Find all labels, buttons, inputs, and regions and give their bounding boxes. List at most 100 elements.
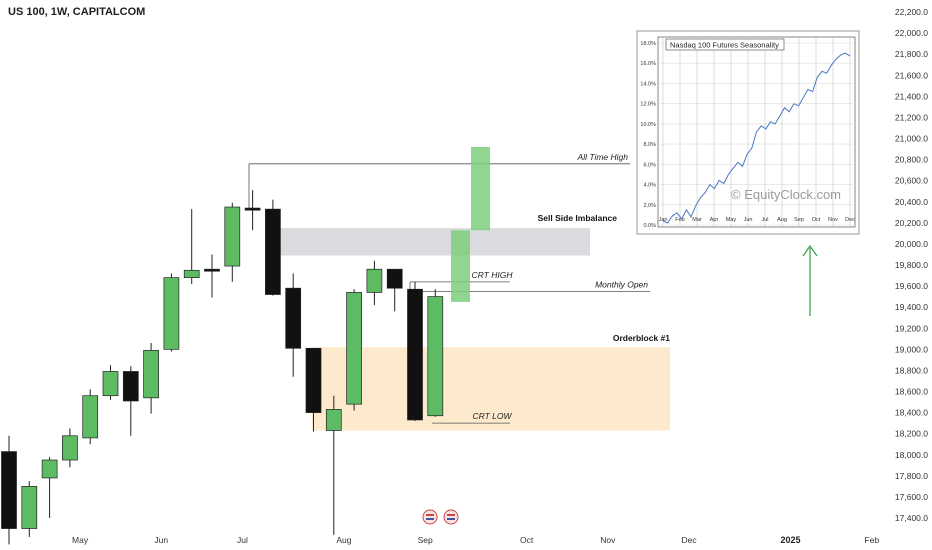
candle[interactable] (41, 459, 58, 479)
x-tick-label: May (72, 535, 89, 545)
y-tick-label: 18,600.0 (895, 387, 928, 397)
us-flag-event-icon[interactable] (443, 509, 459, 525)
x-tick-label: Jul (237, 535, 248, 545)
candle[interactable] (285, 287, 302, 349)
y-tick-label: 22,000.0 (895, 28, 928, 38)
inset-y-label: 6.0% (643, 162, 656, 168)
inset-x-label: Dec (845, 217, 855, 223)
flag-stripe (426, 518, 434, 520)
projection-candle (471, 146, 490, 231)
candle[interactable] (82, 395, 99, 439)
candle[interactable] (244, 207, 261, 211)
flag-stripe (426, 514, 434, 516)
candle[interactable] (204, 268, 220, 272)
x-tick-label: Jun (154, 535, 168, 545)
inset-y-label: 0.0% (643, 223, 656, 229)
candle[interactable] (366, 268, 383, 293)
candle[interactable] (386, 268, 403, 289)
candle[interactable] (122, 371, 139, 402)
x-tick-label: 2025 (781, 535, 801, 545)
inset-x-label: Apr (710, 217, 719, 223)
inset-y-label: 4.0% (643, 183, 656, 189)
candle[interactable] (427, 296, 444, 417)
inset-x-label: Oct (812, 217, 821, 223)
y-tick-label: 18,800.0 (895, 365, 928, 375)
inset-x-label: Nov (828, 217, 838, 223)
inset-x-label: Jan (659, 217, 668, 223)
y-tick-label: 21,600.0 (895, 70, 928, 80)
y-tick-label: 17,800.0 (895, 471, 928, 481)
candle[interactable] (407, 288, 423, 421)
zone-sell-side-imbalance (278, 228, 590, 256)
y-tick-label: 18,000.0 (895, 450, 928, 460)
y-tick-label: 17,600.0 (895, 492, 928, 502)
inset-x-label: Aug (777, 217, 787, 223)
candle[interactable] (265, 208, 281, 295)
y-tick-label: 22,200.0 (895, 7, 928, 17)
inset-x-label: Sep (794, 217, 804, 223)
label-crt-high: CRT HIGH (472, 270, 514, 280)
candle[interactable] (183, 269, 200, 279)
candle[interactable] (224, 206, 241, 267)
label-orderblock-1: Orderblock #1 (613, 333, 670, 343)
candle[interactable] (1, 451, 17, 529)
chart-title: US 100, 1W, CAPITALCOM (8, 6, 146, 18)
y-tick-label: 18,200.0 (895, 429, 928, 439)
inset-y-label: 8.0% (643, 142, 656, 148)
y-tick-label: 19,200.0 (895, 323, 928, 333)
candle[interactable] (163, 277, 180, 350)
y-tick-label: 20,800.0 (895, 155, 928, 165)
us-flag-event-icon[interactable] (422, 509, 438, 525)
label-sell-side-imbalance: Sell Side Imbalance (538, 213, 618, 223)
flag-stripe (447, 514, 455, 516)
inset-x-label: Feb (675, 217, 684, 223)
y-tick-label: 20,600.0 (895, 176, 928, 186)
inset-y-label: 12.0% (640, 102, 656, 108)
y-tick-label: 21,000.0 (895, 134, 928, 144)
candle[interactable] (305, 347, 322, 413)
x-tick-label: Oct (520, 535, 534, 545)
candle[interactable] (325, 409, 342, 431)
y-tick-label: 17,400.0 (895, 513, 928, 523)
y-tick-label: 19,400.0 (895, 302, 928, 312)
inset-y-label: 18.0% (640, 41, 656, 47)
y-tick-label: 19,000.0 (895, 344, 928, 354)
inset-watermark: © EquityClock.com (731, 187, 841, 202)
y-tick-label: 20,400.0 (895, 197, 928, 207)
y-tick-label: 20,000.0 (895, 239, 928, 249)
inset-y-label: 10.0% (640, 122, 656, 128)
inset-y-label: 16.0% (640, 61, 656, 67)
y-tick-label: 21,400.0 (895, 91, 928, 101)
y-tick-label: 20,200.0 (895, 218, 928, 228)
inset-seasonality-line (662, 52, 851, 224)
y-tick-label: 21,800.0 (895, 49, 928, 59)
candle[interactable] (346, 292, 362, 405)
x-tick-label: Dec (681, 535, 697, 545)
inset-x-label: May (726, 217, 737, 223)
inset-x-label: Jul (761, 217, 768, 223)
x-tick-label: Nov (600, 535, 616, 545)
inset-x-label: Mar (692, 217, 702, 223)
label-crt-low: CRT LOW (472, 411, 512, 421)
candle[interactable] (102, 371, 119, 397)
x-tick-label: Sep (418, 535, 433, 545)
up-arrow-head-icon (802, 244, 818, 257)
candle[interactable] (21, 486, 38, 529)
flag-stripe (447, 518, 455, 520)
inset-title-box (665, 38, 785, 51)
candle[interactable] (62, 435, 78, 461)
inset-y-label: 2.0% (643, 203, 656, 209)
label-all-time-high: All Time High (577, 152, 629, 162)
x-tick-label: Aug (336, 535, 351, 545)
inset-y-label: 14.0% (640, 81, 656, 87)
projection-candle (451, 230, 470, 302)
y-tick-label: 19,800.0 (895, 260, 928, 270)
y-tick-label: 21,200.0 (895, 112, 928, 122)
x-tick-label: Feb (864, 535, 879, 545)
inset-title: Nasdaq 100 Futures Seasonality (670, 41, 779, 50)
y-tick-label: 18,400.0 (895, 408, 928, 418)
zone-orderblock-1 (312, 347, 670, 431)
candle[interactable] (143, 350, 159, 399)
label-monthly-open: Monthly Open (595, 279, 648, 289)
